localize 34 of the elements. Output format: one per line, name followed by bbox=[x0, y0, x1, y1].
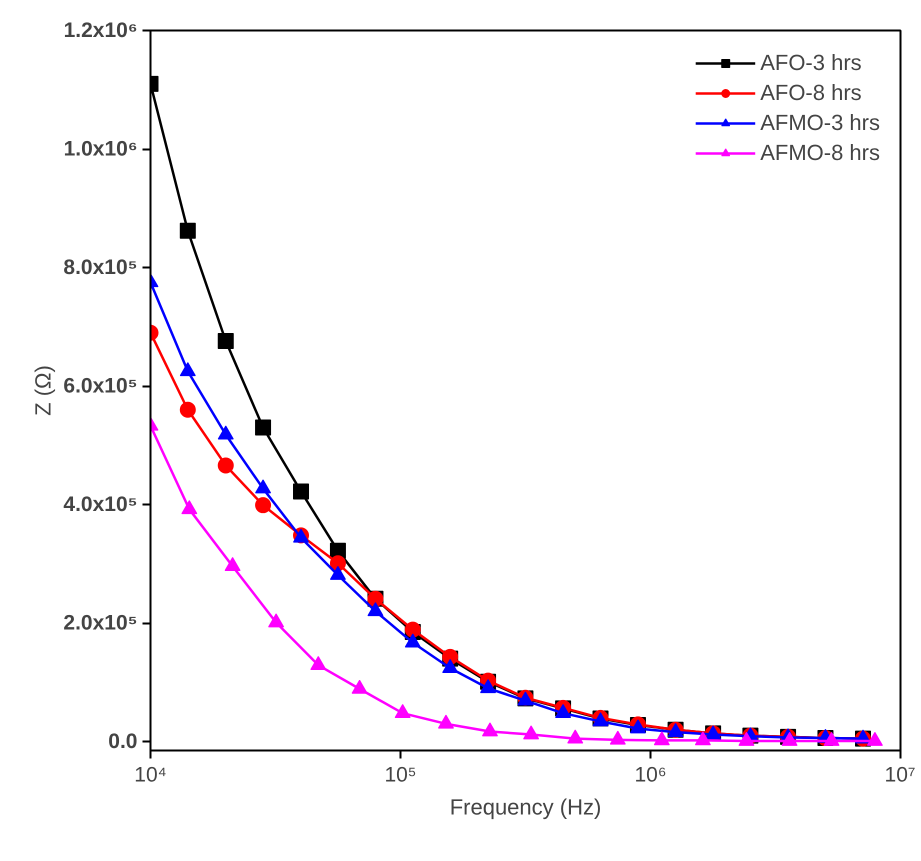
point bbox=[180, 362, 196, 376]
point bbox=[180, 402, 196, 418]
point bbox=[255, 420, 272, 436]
x-tick-label: 10⁴ bbox=[134, 764, 167, 786]
y-tick-label: 1.2x10⁶ bbox=[64, 19, 138, 42]
point bbox=[181, 500, 198, 514]
y-tick-label: 4.0x10⁵ bbox=[63, 493, 138, 516]
point bbox=[555, 704, 572, 718]
point bbox=[330, 566, 346, 580]
y-tick-label: 1.0x10⁶ bbox=[64, 138, 138, 161]
point bbox=[255, 497, 272, 514]
point bbox=[480, 679, 496, 694]
point bbox=[180, 222, 196, 239]
point bbox=[367, 602, 384, 616]
y-tick-label: 2.0x10⁵ bbox=[63, 612, 138, 635]
y-axis-title: Z (Ω) bbox=[30, 365, 56, 416]
point bbox=[218, 333, 234, 350]
legend-label: AFMO-8 hrs bbox=[760, 140, 880, 166]
point bbox=[442, 658, 458, 673]
legend-label: AFMO-3 hrs bbox=[760, 110, 880, 136]
point bbox=[218, 425, 234, 440]
x-tick-label: 10⁶ bbox=[634, 764, 667, 786]
legend-label: AFO-3 hrs bbox=[760, 50, 862, 76]
point bbox=[218, 457, 234, 474]
point bbox=[293, 484, 310, 500]
x-tick-label: 10⁷ bbox=[884, 764, 916, 786]
y-tick-label: 6.0x10⁵ bbox=[63, 374, 138, 398]
point bbox=[404, 633, 421, 648]
point bbox=[255, 479, 272, 494]
y-tick-label: 8.0x10⁵ bbox=[63, 256, 138, 280]
legend-label: AFO-8 hrs bbox=[760, 80, 862, 106]
x-tick-label: 10⁵ bbox=[384, 764, 417, 786]
x-axis-title: Frequency (Hz) bbox=[450, 794, 602, 820]
y-tick-label: 0.0 bbox=[108, 730, 138, 754]
